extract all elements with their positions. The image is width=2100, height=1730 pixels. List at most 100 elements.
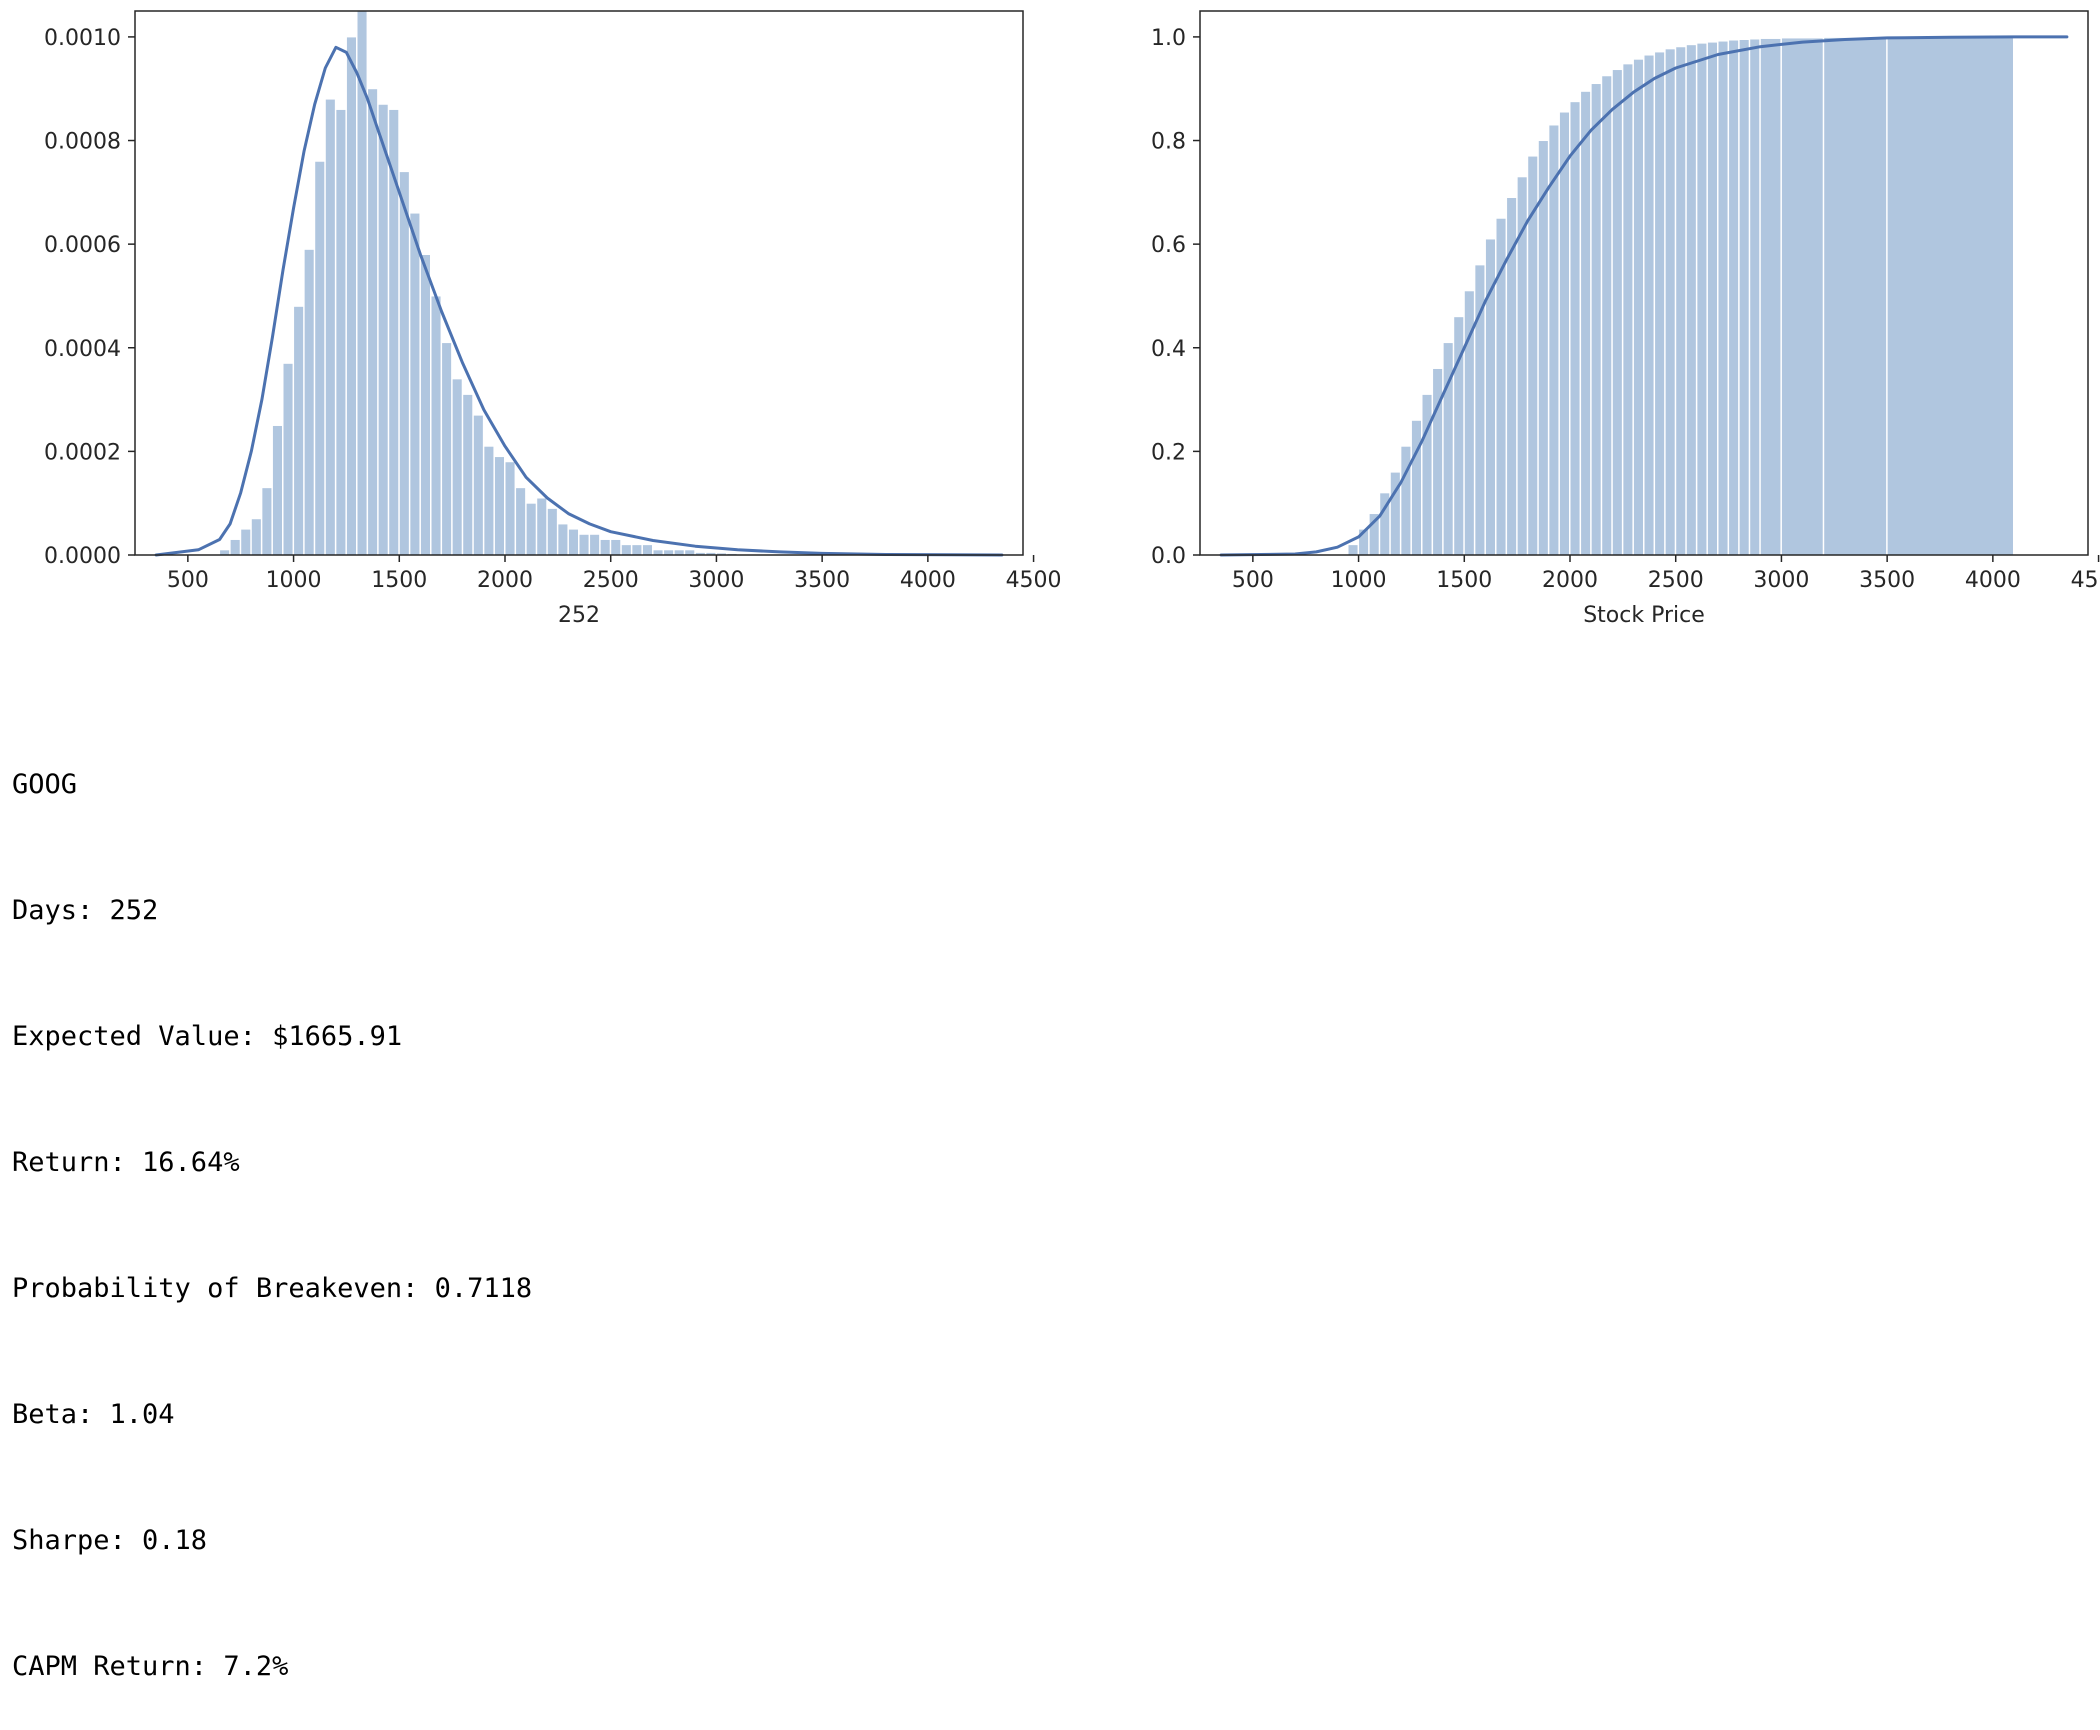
return-line: Return: 16.64% [12, 1147, 240, 1178]
histogram-bar [1738, 38, 1750, 556]
x-tick-label: 500 [167, 568, 209, 593]
histogram-bar [684, 549, 696, 556]
histogram-bar [589, 533, 601, 556]
density-histogram-chart: 500 1000 1500 2000 2500 3000 3500 4000 4500 0.000… [44, 10, 1062, 628]
histogram-bar [525, 502, 537, 556]
histogram-bar [493, 456, 505, 556]
days-line: Days: 252 [12, 895, 159, 926]
y-tick-label: 1.0 [1151, 26, 1186, 51]
simulation-output-text: GOOG Days: 252 Expected Value: $1665.91 … [12, 680, 532, 1730]
histogram-bar [303, 248, 315, 556]
y-tick-label: 0.0002 [44, 440, 121, 465]
x-tick-label: 3000 [1753, 568, 1809, 593]
histogram-bar [1548, 124, 1560, 556]
y-tick-label: 0.0010 [44, 26, 121, 51]
y-tick-label: 0.0000 [44, 544, 121, 569]
histogram-bar [261, 487, 273, 556]
x-tick-label: 2500 [1648, 568, 1704, 593]
histogram-bar [673, 549, 685, 556]
histogram-bar [536, 497, 548, 556]
histogram-bar [419, 254, 431, 556]
histogram-bar [1622, 63, 1634, 556]
charts-figure: 500 1000 1500 2000 2500 3000 3500 4000 4500 0.000… [44, 10, 2100, 628]
histogram-bar [271, 424, 283, 556]
x-tick-label: 4500 [2071, 568, 2100, 593]
histogram-bar [219, 549, 231, 556]
x-tick-label: 1000 [266, 568, 322, 593]
y-tick-label: 0.0006 [44, 233, 121, 258]
histogram-bar [314, 160, 326, 556]
histogram-bar [1780, 37, 1824, 556]
histogram-bar [345, 36, 357, 556]
x-tick-label: 4500 [1006, 568, 1062, 593]
y-tick-label: 0.8 [1151, 130, 1186, 155]
y-tick-label: 0.0 [1151, 544, 1186, 569]
histogram-bar [641, 544, 654, 556]
histogram-bar [472, 414, 484, 556]
kde-curve-line [154, 45, 1004, 557]
histogram-bar [578, 533, 590, 556]
histogram-bar [557, 523, 569, 556]
plot-frame [1199, 10, 2089, 556]
histogram-bar [610, 538, 622, 556]
sharpe-line: Sharpe: 0.18 [12, 1525, 208, 1556]
histogram-bar [515, 487, 527, 556]
y-tick-label: 0.4 [1151, 337, 1186, 362]
probability-breakeven-line: Probability of Breakeven: 0.7118 [12, 1273, 533, 1304]
cdf-curve-line [1219, 35, 2069, 557]
histogram-bar [250, 518, 262, 556]
beta-line: Beta: 1.04 [12, 1399, 175, 1430]
histogram-bar [335, 108, 347, 556]
histogram-bar [1654, 51, 1666, 556]
x-tick-label: 500 [1232, 568, 1274, 593]
x-tick-label: 4000 [1965, 568, 2021, 593]
histogram-bar [282, 362, 294, 556]
histogram-bar [567, 528, 580, 556]
histogram-bar [504, 461, 516, 556]
histogram-bar [1601, 75, 1613, 556]
histogram-bar [1569, 101, 1581, 556]
histogram-bar [1706, 41, 1719, 556]
histogram-bar [441, 342, 453, 556]
histogram-bar [546, 507, 558, 556]
histogram-bar [240, 528, 252, 556]
histogram-bar [1580, 90, 1592, 556]
histogram-bar [293, 305, 305, 556]
expected-value-line: Expected Value: $1665.91 [12, 1021, 403, 1052]
histogram-bar [409, 212, 421, 556]
histogram-bar [1717, 40, 1729, 556]
capm-return-line: CAPM Return: 7.2% [12, 1651, 289, 1682]
histogram-bar [1749, 38, 1761, 556]
histogram-bar [377, 103, 389, 556]
histogram-bar [451, 378, 463, 556]
x-tick-label: 2000 [477, 568, 533, 593]
histogram-bar [663, 549, 675, 556]
histogram-bar [1685, 44, 1697, 556]
y-tick-label: 0.0008 [44, 130, 121, 155]
histogram-bar [1823, 36, 1888, 556]
histogram-bar [1558, 111, 1571, 556]
histogram-bar [324, 98, 336, 556]
histogram-bar [652, 549, 664, 556]
plot-frame [134, 10, 1024, 556]
x-axis-label: Stock Price [1583, 603, 1705, 628]
histogram-bar [430, 295, 442, 556]
histogram-bar [599, 538, 611, 556]
histogram-bar [1759, 37, 1782, 556]
histogram-bar [229, 538, 241, 556]
cumulative-histogram-chart: 500 1000 1500 2000 2500 3000 3500 4000 4500 0.0 0.… [1151, 10, 2100, 628]
histogram-bar [462, 393, 474, 556]
x-tick-label: 2000 [1542, 568, 1598, 593]
y-tick-label: 0.2 [1151, 440, 1186, 465]
histogram-bar [631, 544, 643, 556]
x-tick-label: 3000 [688, 568, 744, 593]
x-tick-label: 1500 [1436, 568, 1492, 593]
x-tick-label: 4000 [900, 568, 956, 593]
histogram-bar [1347, 544, 1359, 556]
histogram-bar [1886, 36, 2014, 556]
histogram-bar [1675, 46, 1687, 556]
histogram-bar [483, 445, 495, 556]
x-tick-label: 3500 [794, 568, 850, 593]
histogram-bar [1611, 69, 1623, 556]
x-tick-label: 3500 [1859, 568, 1915, 593]
